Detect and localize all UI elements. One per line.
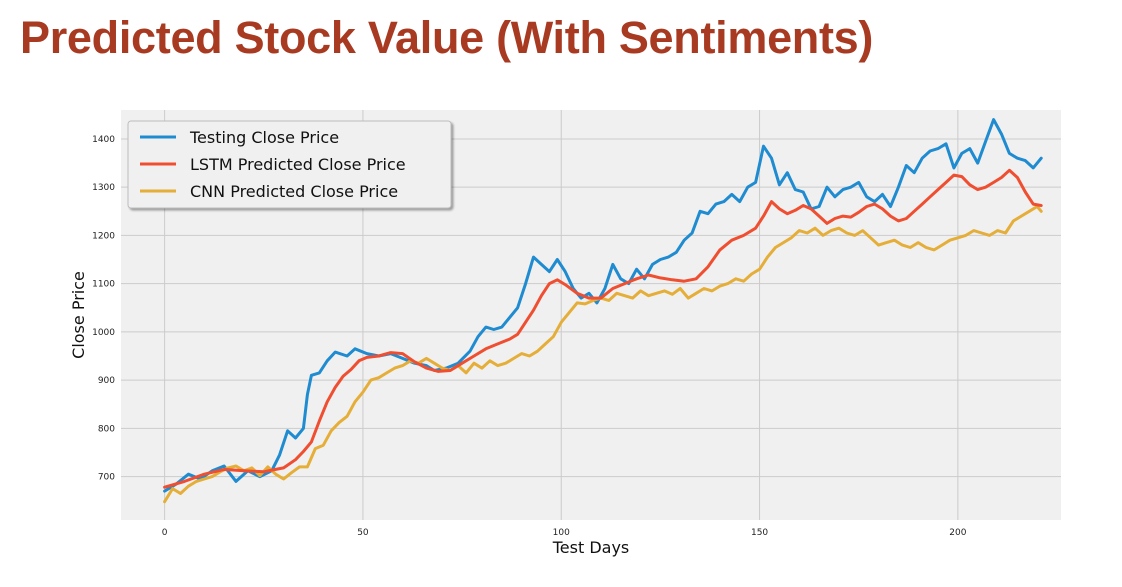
chart-legend: Testing Close Price LSTM Predicted Close…	[127, 120, 452, 209]
x-tick-label: 150	[751, 528, 768, 538]
legend-label-testing: Testing Close Price	[189, 128, 339, 147]
x-axis-label: Test Days	[552, 538, 630, 557]
series-line-lstm	[163, 168, 1043, 489]
legend-label-lstm: LSTM Predicted Close Price	[190, 155, 406, 174]
y-tick-label: 900	[98, 376, 115, 386]
y-tick-label: 1200	[92, 231, 115, 241]
y-tick-label: 1000	[92, 328, 115, 338]
x-tick-label: 200	[949, 528, 966, 538]
x-tick-label: 50	[357, 528, 369, 538]
tick-labels: 0 50 100 150 200 700 800 900 1000 1100 1200 1300 140…	[92, 135, 967, 538]
y-tick-label: 800	[98, 424, 115, 434]
legend-box	[127, 120, 452, 209]
x-tick-label: 0	[162, 528, 168, 538]
y-axis-label: Close Price	[69, 271, 88, 359]
y-tick-label: 1300	[92, 183, 115, 193]
slide-title: Predicted Stock Value (With Sentiments)	[20, 12, 874, 63]
series-line-cnn	[163, 205, 1043, 504]
series-layer	[163, 118, 1043, 504]
y-tick-label: 1100	[92, 280, 115, 290]
y-tick-label: 1400	[92, 135, 115, 145]
series-line-testing	[163, 118, 1043, 493]
x-tick-label: 100	[553, 528, 570, 538]
legend-label-cnn: CNN Predicted Close Price	[190, 182, 398, 201]
y-tick-label: 700	[98, 473, 115, 483]
